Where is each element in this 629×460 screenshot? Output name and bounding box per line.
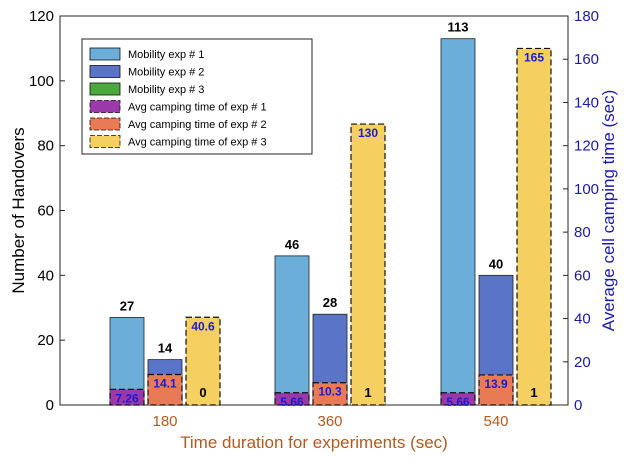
left-y-tick-label: 20 [37,332,54,349]
handover-bar [440,38,476,406]
x-tick-label: 360 [317,413,342,430]
handover-value-label: 27 [120,298,134,313]
camping-time-bar [274,392,310,406]
handover-value-label: 28 [323,295,337,310]
left-y-tick-label: 40 [37,267,54,284]
handover-value-label: 113 [448,20,469,35]
camping-time-bar [312,382,348,406]
legend-swatch [89,117,121,131]
x-tick-label: 180 [152,413,177,430]
handover-value-label: 14 [158,341,173,356]
left-y-axis-title: Number of Handovers [9,127,28,293]
handover-value-label: 0 [199,385,206,400]
camping-time-bar [516,47,552,406]
camping-time-bar [440,392,476,406]
left-y-tick-label: 120 [29,8,54,25]
right-y-tick-label: 120 [574,138,599,155]
camping-value-label: 165 [524,50,544,64]
camping-time-bar [350,123,386,406]
legend-swatch [89,100,121,113]
legend: Mobility exp # 1 Mobility exp # 2 Mobility… [81,38,313,155]
camping-value-label: 5.66 [280,395,304,409]
camping-time-bar [147,373,183,406]
x-tick-label: 540 [483,413,508,430]
right-y-tick-label: 60 [574,267,591,284]
right-y-axis-title: Average cell camping time (sec) [599,90,618,332]
data-labels: 27 14 0 7.26 14.1 40.6 46 28 1 5.66 10.3 130 113 40 1 5… [115,20,544,409]
camping-value-label: 130 [358,126,378,140]
left-y-tick-label: 0 [46,397,54,414]
axes: 0204060801001200204060801001201401601801… [9,8,618,452]
right-y-tick-label: 180 [574,8,599,25]
legend-entry-label: Avg camping time of exp # 3 [128,137,267,149]
right-y-tick-label: 0 [574,397,582,414]
camping-value-label: 5.66 [446,395,470,409]
left-y-tick-label: 100 [29,73,54,90]
right-y-tick-label: 40 [574,311,591,328]
handover-value-label: 40 [489,256,503,271]
camping-value-label: 14.1 [153,377,177,391]
camping-value-label: 40.6 [191,319,215,333]
handover-value-label: 46 [285,237,299,252]
camping-time-bar [109,388,145,406]
handover-value-label: 1 [530,385,537,400]
left-y-tick-label: 60 [37,203,54,220]
handover-bar [274,255,310,406]
legend-entry-label: Mobility exp # 2 [128,67,204,79]
legend-entry-label: Avg camping time of exp # 1 [128,102,267,114]
legend-swatch [89,135,121,148]
legend-swatch [89,65,121,78]
right-y-tick-label: 80 [574,224,591,241]
legend-entry-label: Mobility exp # 3 [128,84,204,96]
camping-value-label: 10.3 [318,385,342,399]
bars [109,38,552,406]
right-y-tick-label: 160 [574,51,599,68]
camping-time-bar [185,316,221,406]
camping-value-label: 13.9 [484,377,508,391]
right-y-tick-label: 20 [574,354,591,371]
right-y-tick-label: 100 [574,181,599,198]
left-y-tick-label: 80 [37,138,54,155]
camping-value-label: 7.26 [115,391,139,405]
legend-swatch [89,47,121,61]
camping-time-bar [478,374,514,406]
legend-entry-label: Mobility exp # 1 [128,49,204,61]
legend-entry-label: Avg camping time of exp # 2 [128,119,267,131]
handover-value-label: 1 [364,385,371,400]
x-axis-title: Time duration for experiments (sec) [180,433,448,452]
legend-swatch [89,82,121,96]
right-y-tick-label: 140 [574,94,599,111]
